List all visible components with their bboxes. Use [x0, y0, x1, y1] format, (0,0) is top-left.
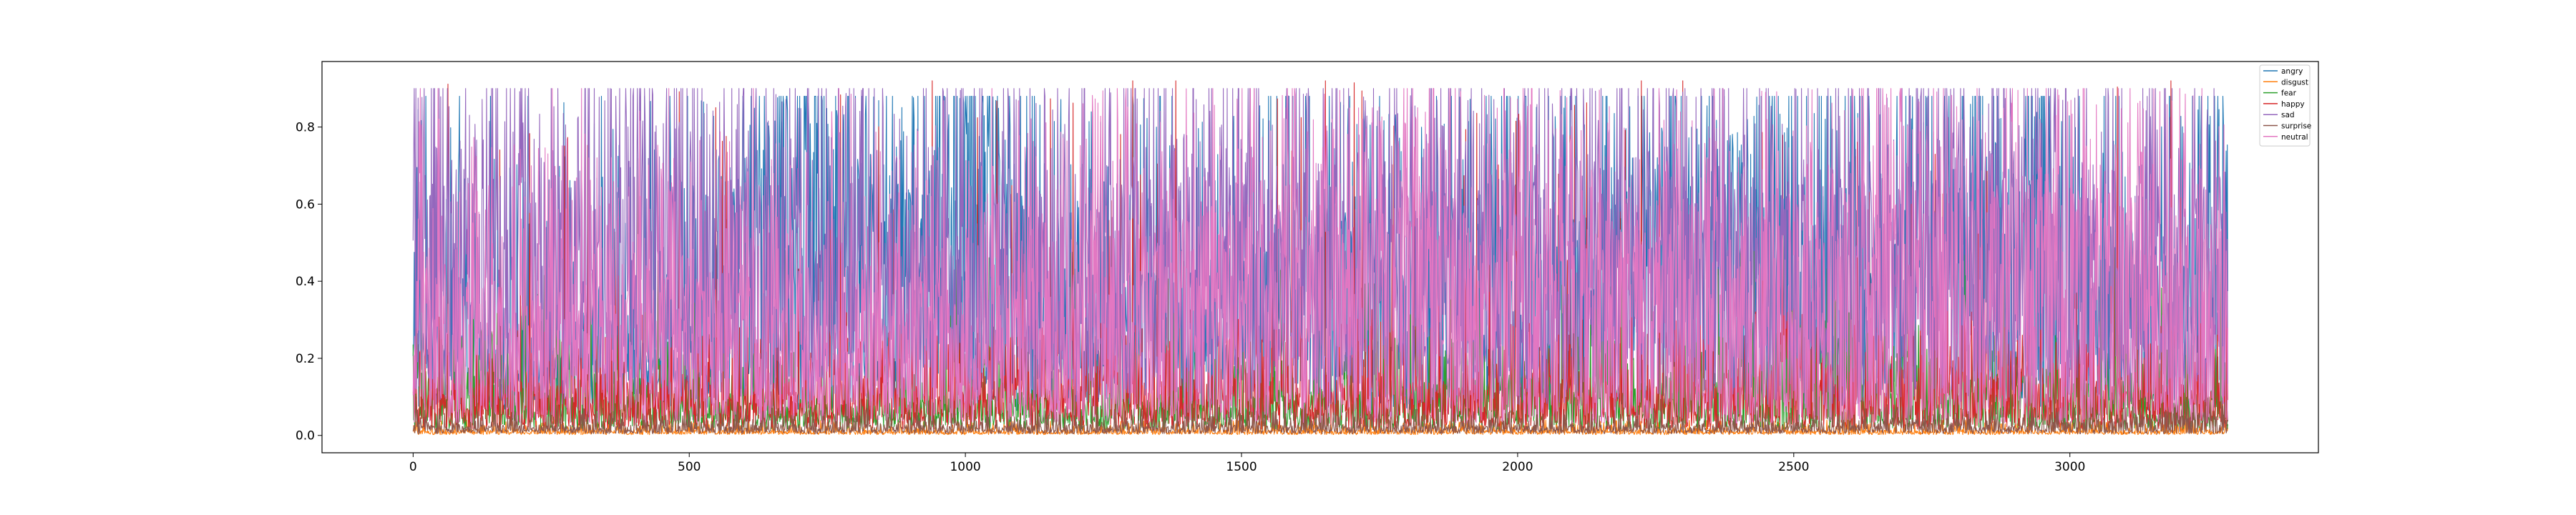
y-tick-label: 0.4 [296, 275, 315, 289]
legend-label-disgust: disgust [2281, 78, 2308, 87]
series-line-neutral [412, 88, 2228, 424]
x-tick-label: 2500 [1778, 460, 1809, 474]
y-tick-label: 0.2 [296, 352, 315, 366]
x-axis: 0 500 1000 1500 2000 2500 3000 [409, 453, 2085, 474]
legend-label-fear: fear [2281, 89, 2297, 98]
x-tick-label: 2000 [1502, 460, 1533, 474]
plot-frame [321, 61, 2319, 453]
y-axis: 0.0 0.2 0.4 0.6 0.8 [296, 121, 322, 443]
y-tick-label: 0.8 [296, 121, 315, 135]
legend-label-angry: angry [2281, 67, 2303, 76]
legend: angry disgust fear happy sad surprise neutral [2259, 64, 2311, 147]
legend-label-surprise: surprise [2281, 122, 2311, 131]
x-tick-label: 500 [678, 460, 701, 474]
x-tick-label: 1000 [950, 460, 980, 474]
series-line-surprise [412, 396, 2228, 435]
x-tick-label: 1500 [1226, 460, 1257, 474]
legend-label-happy: happy [2281, 100, 2305, 109]
x-tick-label: 0 [409, 460, 417, 474]
y-tick-label: 0.6 [296, 197, 315, 212]
legend-label-sad: sad [2281, 111, 2295, 119]
plot-lines [412, 80, 2228, 436]
x-tick-label: 3000 [2054, 460, 2085, 474]
legend-label-neutral: neutral [2281, 133, 2308, 142]
y-tick-label: 0.0 [296, 429, 315, 443]
